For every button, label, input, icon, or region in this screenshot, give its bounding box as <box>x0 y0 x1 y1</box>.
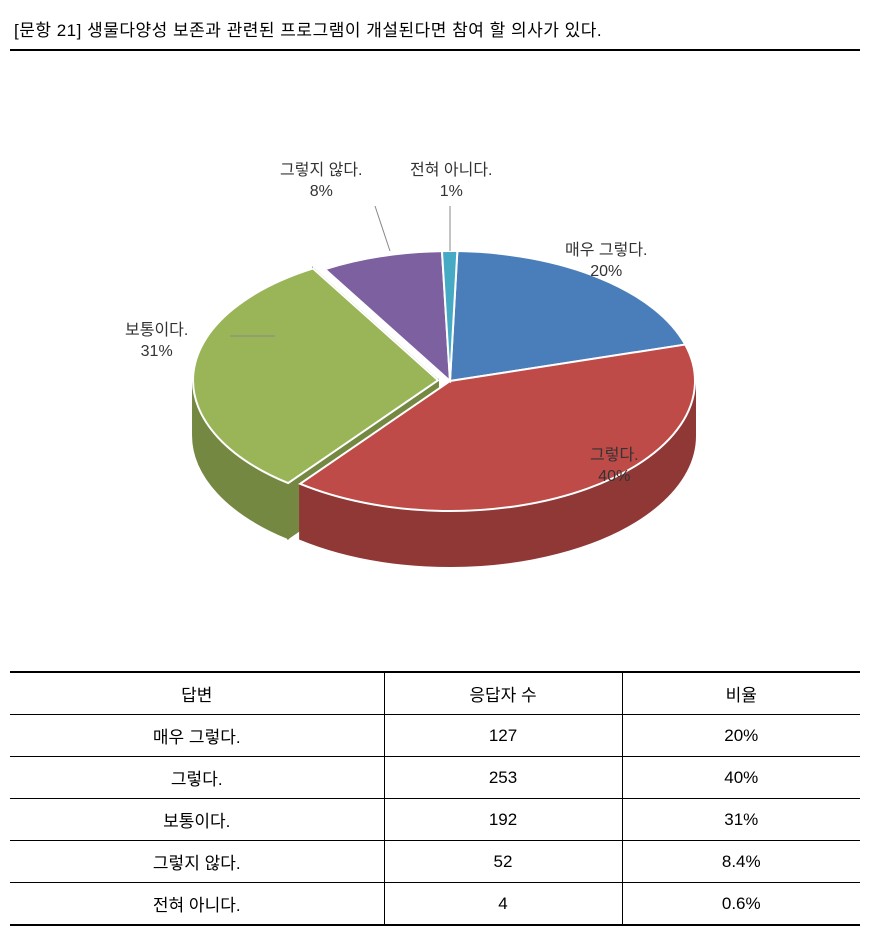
table-cell: 4 <box>384 883 622 926</box>
table-row: 전혀 아니다.40.6% <box>10 883 860 926</box>
col-ratio: 비율 <box>622 673 860 715</box>
pie-slice-label: 보통이다.31% <box>125 321 188 363</box>
pie-slice-label: 그렇지 않다.8% <box>280 161 363 203</box>
table-cell: 그렇지 않다. <box>10 841 384 883</box>
table-row: 매우 그렇다.12720% <box>10 715 860 757</box>
pie-slice-label: 그렇다.40% <box>590 446 639 488</box>
col-answer: 답변 <box>10 673 384 715</box>
table-cell: 그렇다. <box>10 757 384 799</box>
table-cell: 52 <box>384 841 622 883</box>
col-count: 응답자 수 <box>384 673 622 715</box>
table-body: 매우 그렇다.12720%그렇다.25340%보통이다.19231%그렇지 않다… <box>10 715 860 926</box>
table-cell: 8.4% <box>622 841 860 883</box>
table-cell: 127 <box>384 715 622 757</box>
table-cell: 매우 그렇다. <box>10 715 384 757</box>
table-cell: 보통이다. <box>10 799 384 841</box>
question-title: [문항 21] 생물다양성 보존과 관련된 프로그램이 개설된다면 참여 할 의… <box>10 10 860 51</box>
table-cell: 20% <box>622 715 860 757</box>
pie-slice-label: 매우 그렇다.20% <box>565 241 648 283</box>
table-cell: 0.6% <box>622 883 860 926</box>
table-row: 그렇지 않다.528.4% <box>10 841 860 883</box>
table-row: 보통이다.19231% <box>10 799 860 841</box>
table-cell: 192 <box>384 799 622 841</box>
table-row: 그렇다.25340% <box>10 757 860 799</box>
data-table: 답변 응답자 수 비율 매우 그렇다.12720%그렇다.25340%보통이다.… <box>10 673 860 926</box>
pie-slice-label: 전혀 아니다.1% <box>410 161 493 203</box>
table-cell: 253 <box>384 757 622 799</box>
table-cell: 40% <box>622 757 860 799</box>
table-header-row: 답변 응답자 수 비율 <box>10 673 860 715</box>
pie-chart: 매우 그렇다.20% 그렇다.40% 보통이다.31% 그렇지 않다.8% 전혀 아니다… <box>10 51 860 673</box>
table-cell: 전혀 아니다. <box>10 883 384 926</box>
table-cell: 31% <box>622 799 860 841</box>
